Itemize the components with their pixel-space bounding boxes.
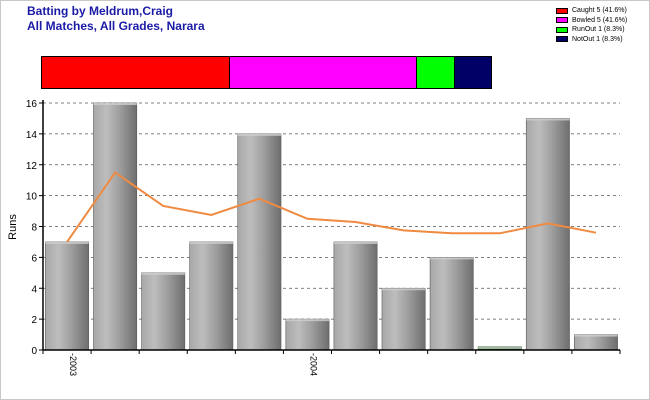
legend-swatch-notout [556, 36, 568, 43]
legend-item-notout: NotOut 1 (8.3%) [556, 35, 627, 45]
y-tick-label: 14 [26, 130, 38, 141]
chart-title: Batting by Meldrum,Craig All Matches, Al… [27, 4, 205, 34]
bar [333, 241, 378, 351]
legend-swatch-caught [556, 7, 568, 14]
dismissal-segment-bowled [229, 57, 417, 88]
x-tick-label: -2004 [308, 353, 318, 376]
title-line-2: All Matches, All Grades, Narara [27, 19, 205, 33]
bar-top-highlight [45, 241, 89, 244]
legend-item-bowled: Bowled 5 (41.6%) [556, 16, 627, 26]
y-tick-label: 6 [31, 253, 37, 264]
bar-top-highlight [430, 257, 474, 260]
legend-label-notout: NotOut 1 (8.3%) [572, 35, 623, 43]
dismissal-segment-runout [416, 57, 454, 88]
bar-top-highlight [381, 288, 426, 291]
bar [141, 272, 186, 351]
bar [525, 118, 570, 351]
legend-item-caught: Caught 5 (41.6%) [556, 6, 627, 16]
legend-label-caught: Caught 5 (41.6%) [572, 7, 627, 15]
y-tick-label: 16 [26, 99, 38, 110]
legend-swatch-bowled [556, 17, 568, 24]
y-tick-label: 0 [31, 346, 37, 357]
y-axis-label: Runs [7, 214, 19, 240]
y-tick-label: 8 [31, 223, 37, 234]
y-tick-label: 12 [26, 161, 38, 172]
y-tick-label: 2 [31, 315, 37, 326]
dismissal-proportion-bar [41, 56, 492, 89]
bar [189, 241, 234, 351]
legend-label-runout: RunOut 1 (8.3%) [572, 26, 625, 34]
legend-swatch-runout [556, 26, 568, 33]
bar [429, 257, 474, 351]
axes: 0 2 4 6 8 10 12 14 16 -2003 -2004 [26, 99, 621, 376]
y-tick-label: 10 [26, 192, 38, 203]
bar-top-highlight [333, 241, 378, 244]
legend-label-bowled: Bowled 5 (41.6%) [572, 16, 628, 24]
bar [93, 102, 138, 351]
bar-top-highlight [526, 118, 570, 121]
bar-top-highlight [478, 346, 522, 349]
bar [285, 318, 330, 351]
bars [45, 102, 618, 351]
bar-top-highlight [285, 319, 330, 322]
legend-item-runout: RunOut 1 (8.3%) [556, 25, 627, 35]
bar-top-highlight [237, 133, 282, 136]
bar [45, 241, 89, 351]
title-line-1: Batting by Meldrum,Craig [27, 4, 174, 18]
bar-top-highlight [93, 103, 137, 105]
bar [381, 287, 426, 351]
dismissal-segment-notout [453, 57, 491, 88]
average-line [66, 171, 597, 243]
gridlines [43, 102, 620, 320]
bar-top-highlight [189, 241, 233, 244]
x-tick-label: -2003 [68, 353, 78, 376]
legend: Caught 5 (41.6%) Bowled 5 (41.6%) RunOut… [556, 6, 627, 44]
bar [237, 133, 282, 351]
average-line-path [66, 171, 597, 243]
bar [574, 334, 618, 351]
dismissal-segment-caught [42, 57, 230, 88]
bar-top-highlight [574, 334, 618, 337]
bar-top-highlight [141, 272, 185, 275]
y-tick-label: 4 [31, 284, 37, 295]
